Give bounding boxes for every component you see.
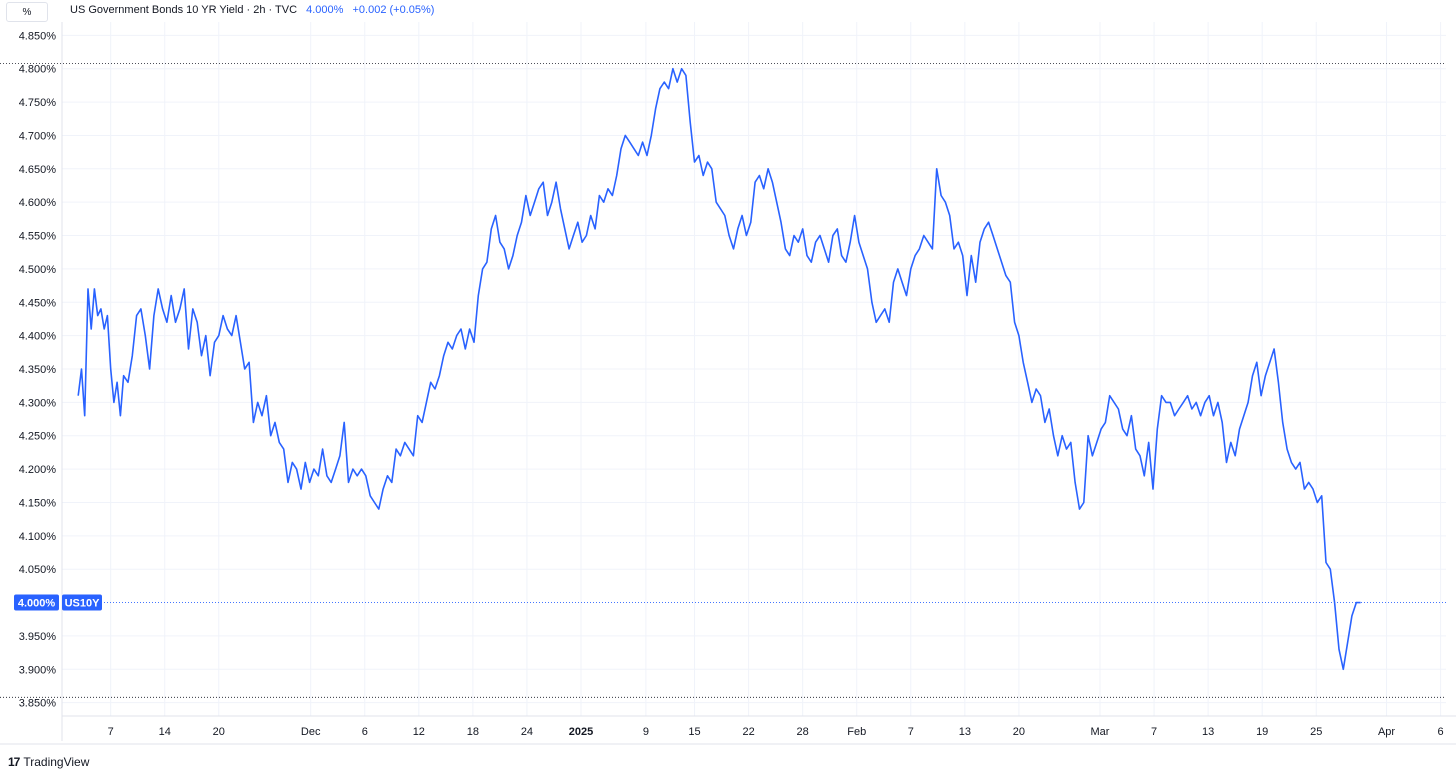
y-tick-label: 4.050% bbox=[19, 564, 57, 576]
tradingview-logo-icon: 17 bbox=[8, 755, 20, 769]
y-tick-label: 4.850% bbox=[19, 30, 57, 42]
y-tick-label: 4.250% bbox=[19, 431, 57, 443]
symbol-tag-label: US10Y bbox=[65, 598, 101, 610]
y-tick-label: 4.600% bbox=[19, 197, 57, 209]
x-tick-label: 2025 bbox=[569, 726, 593, 738]
price-tag-value: 4.000% bbox=[18, 598, 56, 610]
x-tick-label: 24 bbox=[521, 726, 533, 738]
last-value: 4.000% bbox=[306, 4, 344, 16]
x-tick-label: 7 bbox=[108, 726, 114, 738]
x-tick-label: 7 bbox=[908, 726, 914, 738]
x-tick-label: 22 bbox=[742, 726, 754, 738]
y-tick-label: 4.100% bbox=[19, 531, 57, 543]
x-tick-label: 13 bbox=[959, 726, 971, 738]
symbol-title: US Government Bonds 10 YR Yield · 2h · T… bbox=[70, 4, 298, 16]
x-tick-label: 7 bbox=[1151, 726, 1157, 738]
chart-title: US Government Bonds 10 YR Yield · 2h · T… bbox=[70, 4, 434, 16]
x-tick-label: 20 bbox=[1013, 726, 1025, 738]
x-tick-label: 19 bbox=[1256, 726, 1268, 738]
x-tick-label: Feb bbox=[847, 726, 866, 738]
price-tag-box bbox=[14, 594, 59, 611]
y-tick-label: 4.650% bbox=[19, 164, 57, 176]
y-tick-label: 4.750% bbox=[19, 97, 57, 109]
x-tick-label: 25 bbox=[1310, 726, 1322, 738]
x-tick-label: 9 bbox=[643, 726, 649, 738]
y-tick-label: 4.550% bbox=[19, 231, 57, 243]
series-line bbox=[77, 67, 1361, 671]
x-tick-label: 6 bbox=[362, 726, 368, 738]
y-tick-label: 4.200% bbox=[19, 464, 57, 476]
y-tick-label: 3.950% bbox=[19, 631, 57, 643]
x-tick-label: 18 bbox=[467, 726, 479, 738]
y-tick-label: 4.300% bbox=[19, 397, 57, 409]
y-tick-label: 4.350% bbox=[19, 364, 57, 376]
y-tick-label: 4.500% bbox=[19, 264, 57, 276]
unit-label[interactable]: % bbox=[6, 2, 48, 22]
x-tick-label: Apr bbox=[1378, 726, 1395, 738]
x-tick-label: 14 bbox=[159, 726, 171, 738]
y-tick-label: 3.850% bbox=[19, 698, 57, 710]
x-tick-label: Dec bbox=[301, 726, 321, 738]
y-tick-label: 4.150% bbox=[19, 497, 57, 509]
x-tick-label: 13 bbox=[1202, 726, 1214, 738]
x-tick-label: 12 bbox=[413, 726, 425, 738]
x-tick-label: 28 bbox=[797, 726, 809, 738]
y-tick-label: 4.400% bbox=[19, 331, 57, 343]
y-tick-label: 4.450% bbox=[19, 297, 57, 309]
footer-branding: 17 TradingView bbox=[8, 752, 89, 772]
x-tick-label: 6 bbox=[1438, 726, 1444, 738]
y-tick-label: 4.700% bbox=[19, 130, 57, 142]
y-tick-label: 3.900% bbox=[19, 664, 57, 676]
x-tick-label: 15 bbox=[688, 726, 700, 738]
y-tick-label: 4.800% bbox=[19, 64, 57, 76]
tradingview-brand: TradingView bbox=[23, 755, 90, 769]
symbol-tag-box bbox=[62, 594, 102, 611]
x-tick-label: Mar bbox=[1091, 726, 1110, 738]
x-tick-label: 20 bbox=[213, 726, 225, 738]
change-value: +0.002 (+0.05%) bbox=[352, 4, 435, 16]
